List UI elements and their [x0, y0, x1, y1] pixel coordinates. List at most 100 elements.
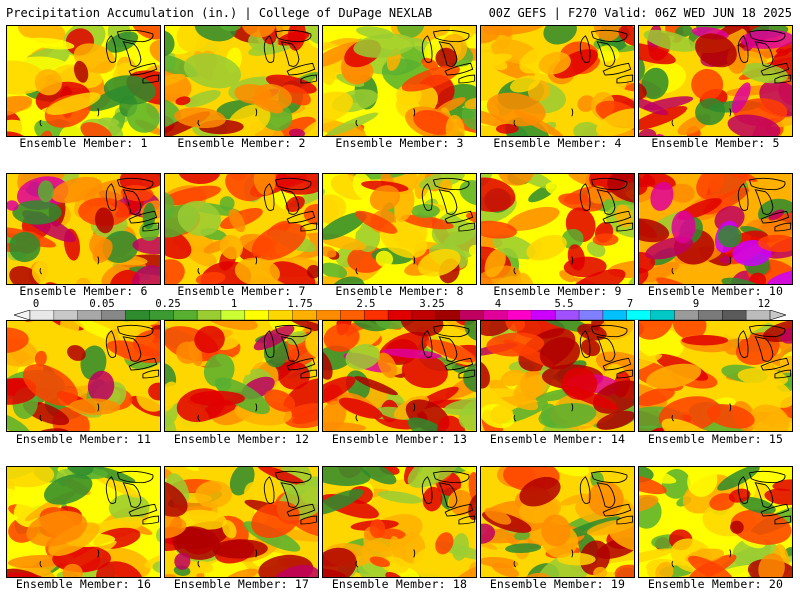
boundary-line — [671, 108, 732, 127]
boundary-line — [197, 256, 258, 275]
precip-blob — [501, 369, 526, 387]
ensemble-member-caption: Ensemble Member: 4 — [493, 136, 622, 150]
precip-blob — [102, 230, 139, 264]
precip-blob — [749, 272, 767, 284]
colorbar-swatch — [316, 310, 342, 320]
precip-blob — [639, 425, 658, 431]
precip-blob — [401, 354, 448, 389]
precip-blob — [194, 325, 225, 354]
precip-blob — [445, 114, 465, 136]
precip-blob — [639, 321, 674, 340]
precip-blob — [538, 403, 597, 429]
precip-blob — [593, 26, 622, 42]
great-lakes-outline — [105, 177, 160, 232]
precip-blob — [165, 259, 185, 284]
precip-blob — [7, 95, 33, 119]
precip-blob — [222, 418, 270, 431]
precip-blob — [646, 363, 702, 389]
precip-blob — [127, 102, 160, 133]
great-lakes-outline — [737, 177, 792, 232]
precip-blob — [165, 479, 188, 517]
precip-blob — [769, 336, 792, 367]
precip-blob — [458, 467, 476, 474]
ensemble-member-caption: Ensemble Member: 7 — [177, 284, 306, 298]
precip-blob — [650, 181, 674, 211]
precip-blob — [194, 26, 237, 42]
great-lakes-outline — [737, 324, 792, 379]
model-run-label: 00Z GEFS | F270 Valid: 06Z WED JUN 18 20… — [488, 6, 792, 20]
ensemble-member-caption: Ensemble Member: 18 — [331, 577, 468, 591]
precip-blob — [132, 236, 160, 255]
precip-blob — [514, 530, 531, 541]
colorbar-swatch — [292, 310, 318, 320]
precip-blob — [323, 547, 357, 577]
precip-blob — [596, 108, 634, 136]
precip-blob — [560, 385, 619, 410]
precip-field — [323, 467, 476, 577]
precip-blob — [165, 185, 221, 206]
precip-blob — [219, 26, 242, 32]
precip-blob — [338, 397, 383, 419]
precip-blob — [675, 26, 693, 38]
precip-blob — [7, 467, 55, 488]
ensemble-member-map — [480, 173, 635, 285]
precip-blob — [352, 174, 374, 200]
precip-blob — [505, 543, 542, 554]
great-lakes-outline — [421, 177, 476, 232]
precip-blob — [481, 51, 508, 71]
ensemble-member-map — [322, 320, 477, 432]
precip-blob — [323, 262, 348, 279]
precip-blob — [641, 67, 669, 100]
precip-blob — [539, 337, 581, 370]
precip-blob — [696, 174, 749, 201]
boundary-line — [671, 403, 732, 422]
precip-blob — [626, 274, 634, 284]
colorbar-swatch — [745, 310, 771, 320]
precip-blob — [468, 494, 476, 521]
precip-blob — [490, 404, 514, 424]
precip-blob — [481, 529, 498, 550]
precip-blob — [234, 257, 280, 284]
precip-blob — [538, 52, 571, 75]
precip-blob — [624, 488, 634, 503]
precip-blob — [707, 174, 758, 182]
precip-blob — [119, 174, 160, 192]
precip-blob — [435, 532, 454, 555]
precip-blob — [448, 489, 474, 516]
precip-blob — [577, 323, 607, 341]
colorbar-swatch — [77, 310, 103, 320]
precip-blob — [407, 417, 454, 431]
ensemble-member-caption: Ensemble Member: 5 — [651, 136, 780, 150]
precip-blob — [672, 321, 707, 340]
precip-blob — [481, 388, 521, 398]
precip-blob — [681, 335, 729, 346]
great-lakes-outline — [263, 29, 318, 84]
precip-blob — [717, 225, 743, 248]
boundary-line — [513, 256, 574, 275]
ensemble-member-map — [638, 466, 793, 578]
precip-blob — [669, 183, 695, 203]
precip-blob — [224, 568, 259, 577]
precip-blob — [355, 210, 398, 234]
precip-field — [639, 26, 792, 136]
great-lakes-outline — [421, 29, 476, 84]
precip-blob — [481, 26, 500, 44]
boundary-line — [197, 403, 258, 422]
colorbar-swatch — [125, 310, 151, 320]
precip-field — [7, 467, 160, 577]
precip-blob — [87, 370, 115, 402]
precip-blob — [7, 327, 29, 354]
colorbar-tick-label: 0.25 — [155, 298, 181, 310]
colorbar-tick-label: 1.75 — [287, 298, 313, 310]
precip-blob — [264, 389, 296, 412]
colorbar-swatch — [483, 310, 509, 320]
precip-blob — [303, 203, 318, 226]
ensemble-member-map — [480, 25, 635, 137]
precip-field — [165, 26, 318, 136]
precip-blob — [7, 413, 31, 431]
precip-blob — [505, 321, 526, 332]
precip-blob — [329, 276, 365, 284]
precip-blob — [7, 554, 67, 569]
colorbar-swatch — [101, 310, 127, 320]
ensemble-member-caption: Ensemble Member: 19 — [489, 577, 626, 591]
